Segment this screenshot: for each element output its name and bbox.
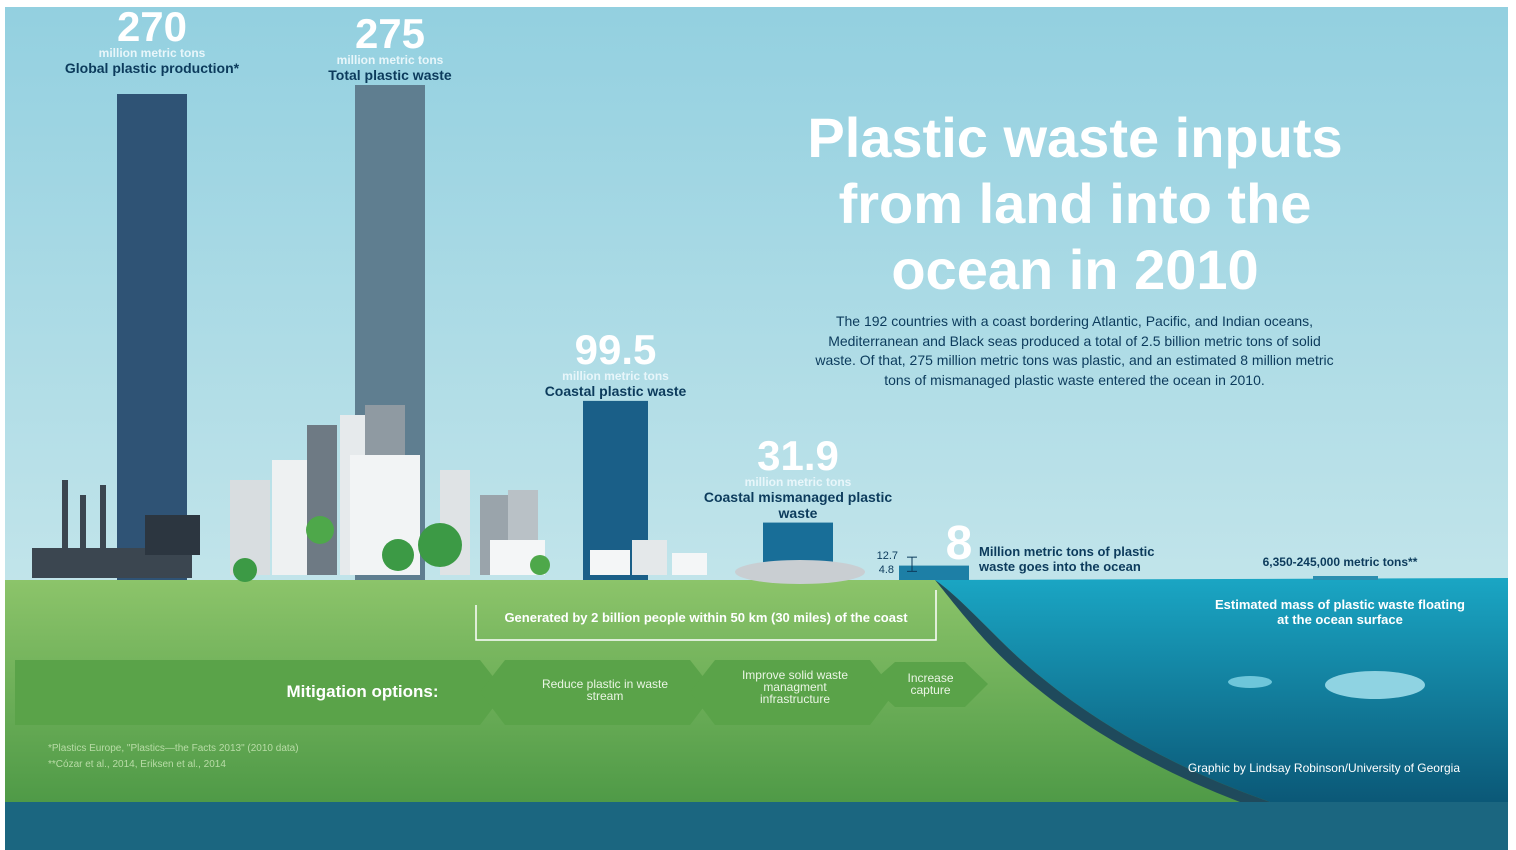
credit: Graphic by Lindsay Robinson/University o… — [1140, 761, 1460, 775]
stat-label: Coastal plastic waste — [516, 383, 716, 399]
stat-value: 275 — [290, 13, 490, 55]
tree — [233, 558, 257, 582]
mitigation-label: Mitigation options: — [250, 682, 475, 702]
house — [672, 553, 707, 575]
stat-value: 99.5 — [516, 329, 716, 371]
house — [590, 550, 630, 575]
mitigation-option: Increase capture — [898, 672, 963, 696]
stat-label: Total plastic waste — [290, 67, 490, 83]
mitigation-option: Reduce plastic in waste stream — [540, 678, 670, 702]
range-high: 12.7 — [860, 550, 898, 562]
mitigation-option: Improve solid waste managment infrastruc… — [730, 669, 860, 705]
infographic: Plastic waste inputs from land into the … — [0, 0, 1516, 850]
building — [307, 425, 337, 575]
title: Plastic waste inputs from land into the … — [760, 105, 1390, 303]
whale — [1325, 671, 1425, 699]
waste-pile — [735, 560, 865, 584]
stat-label: Global plastic production* — [52, 60, 252, 76]
footnote: **Cózar et al., 2014, Eriksen et al., 20… — [48, 759, 378, 770]
description: The 192 countries with a coast bordering… — [812, 312, 1337, 390]
stat-label: Million metric tons of plastic waste goe… — [979, 544, 1179, 574]
floating-label: Estimated mass of plastic waste floating… — [1210, 597, 1470, 627]
stat-label: Coastal mismanaged plastic waste — [698, 489, 898, 521]
coast-note: Generated by 2 billion people within 50 … — [476, 610, 936, 625]
tree — [382, 539, 414, 571]
floating-value: 6,350-245,000 metric tons** — [1230, 555, 1450, 569]
bottom-strip — [5, 802, 1508, 850]
chimney — [100, 485, 106, 550]
tree — [530, 555, 550, 575]
chimney — [62, 480, 68, 550]
building — [272, 460, 307, 575]
fish — [1228, 676, 1272, 688]
tree — [418, 523, 462, 567]
tree — [306, 516, 334, 544]
factory — [145, 515, 200, 555]
footnote: *Plastics Europe, "Plastics—the Facts 20… — [48, 743, 378, 754]
stat-value: 31.9 — [698, 435, 898, 477]
house — [632, 540, 667, 575]
stat-value: 270 — [52, 6, 252, 48]
range-low: 4.8 — [860, 564, 894, 576]
stat-value: 8 — [939, 520, 979, 568]
bar — [117, 94, 187, 580]
chimney — [80, 495, 86, 550]
floating-waste — [1313, 576, 1378, 580]
